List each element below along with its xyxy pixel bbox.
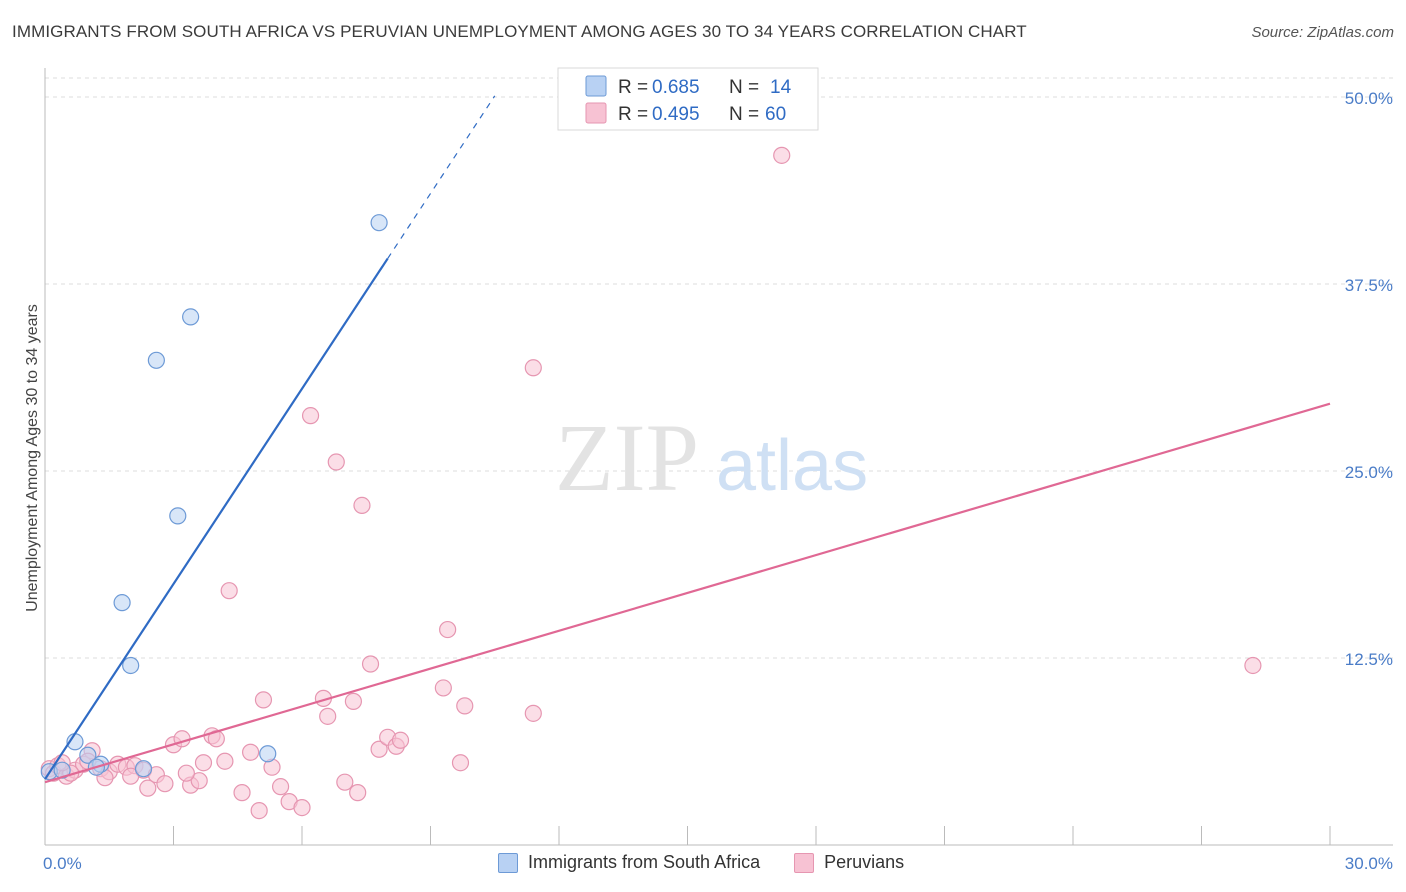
peruvians-point (391, 731, 410, 749)
peruvians-point (456, 697, 474, 715)
x-tick-label: 0.0% (43, 854, 82, 873)
watermark-zip: ZIP (555, 404, 699, 511)
y-axis-label: Unemployment Among Ages 30 to 34 years (24, 304, 41, 612)
y-tick-label: 25.0% (1345, 463, 1393, 482)
south-africa-point (182, 308, 200, 326)
peruvians-point (216, 752, 234, 770)
legend-n-value-blue: 14 (770, 77, 792, 98)
south-africa-point (370, 214, 388, 232)
axes (44, 68, 1393, 846)
peruvians-point (434, 679, 452, 697)
legend-n-label-blue: N = (729, 77, 759, 98)
peruvians-point (451, 754, 470, 772)
south-africa-point (147, 351, 165, 369)
peruvians-point (271, 778, 290, 796)
peruvians-point (524, 359, 542, 377)
south-africa-point (259, 745, 277, 763)
legend-r-label-blue: R = (618, 77, 648, 98)
peruvians-point (349, 784, 367, 802)
peruvians-point (439, 620, 457, 639)
peruvians-point (194, 754, 213, 772)
peruvians-point (327, 453, 345, 471)
tick-labels: 12.5% 25.0% 37.5% 50.0% 0.0% 30.0% (43, 89, 1393, 873)
peruvians-point (250, 801, 268, 820)
legend-item-south-africa[interactable]: Immigrants from South Africa (498, 852, 760, 873)
trend-lines (44, 95, 1331, 784)
south-africa-point (169, 507, 187, 525)
legend-r-value-blue: 0.685 (652, 77, 700, 98)
peruvians-point (336, 773, 354, 791)
legend-n-value-pink: 60 (765, 104, 786, 125)
watermark-atlas: atlas (716, 426, 868, 506)
legend-swatch (794, 852, 815, 873)
legend-swatch (498, 852, 518, 873)
south-africa-trend-extension (387, 95, 496, 259)
grid-lines (45, 77, 1393, 659)
peruvians-point (301, 407, 320, 425)
x-tick-label: 30.0% (1345, 854, 1393, 873)
peruvians-point (361, 655, 380, 673)
legend-swatch-pink (585, 102, 607, 124)
peruvians-point (220, 582, 238, 600)
legend-box: R = 0.685 N = 14 R = 0.495 N = 60 (557, 67, 819, 131)
peruvians-trend-line (44, 402, 1331, 784)
south-africa-points (40, 214, 388, 781)
peruvians-point (1244, 656, 1262, 675)
legend-item-peruvians[interactable]: Peruvians (794, 852, 904, 873)
legend-label-south-africa: Immigrants from South Africa (528, 852, 761, 872)
legend-r-label-pink: R = (618, 104, 648, 125)
chart-title: IMMIGRANTS FROM SOUTH AFRICA VS PERUVIAN… (12, 22, 1027, 41)
peruvians-point (293, 798, 311, 817)
peruvians-point (773, 146, 791, 164)
y-tick-label: 37.5% (1345, 276, 1393, 295)
peruvians-point (319, 707, 337, 725)
peruvians-point (344, 692, 362, 710)
series-legend: Immigrants from South Africa Peruvians (498, 852, 926, 873)
peruvians-point (156, 775, 174, 793)
south-africa-point (79, 746, 97, 764)
peruvians-point (190, 772, 208, 790)
peruvians-point (242, 743, 260, 761)
peruvians-point (370, 740, 388, 758)
peruvians-point (254, 691, 273, 709)
source-label: Source: ZipAtlas.com (1251, 24, 1394, 41)
south-africa-point (134, 760, 153, 778)
south-africa-point (122, 656, 140, 675)
legend-swatch-blue (585, 75, 607, 97)
watermark: ZIP atlas (555, 404, 868, 511)
peruvians-point (139, 779, 157, 797)
peruvians-point (177, 764, 195, 782)
south-africa-point (113, 594, 131, 612)
peruvians-point (122, 767, 140, 785)
y-tick-label: 50.0% (1345, 89, 1393, 108)
peruvians-point (524, 704, 542, 722)
south-africa-trend-line (44, 257, 389, 780)
peruvians-point (233, 784, 251, 802)
legend-r-value-pink: 0.495 (652, 104, 700, 125)
legend-label-peruvians: Peruvians (824, 852, 905, 872)
peruvians-point (353, 496, 371, 515)
y-tick-label: 12.5% (1345, 650, 1393, 669)
legend-n-label-pink: N = (729, 104, 759, 125)
